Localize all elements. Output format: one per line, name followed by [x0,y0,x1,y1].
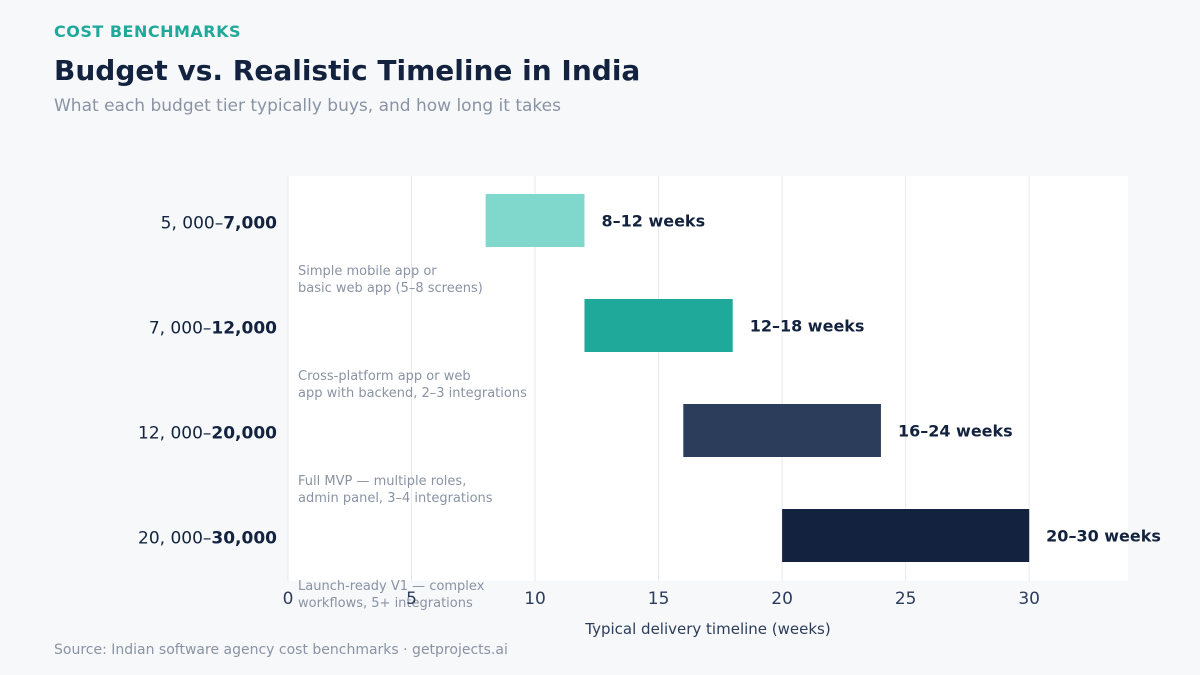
tier-description-line: workflows, 5+ integrations [298,596,473,611]
bars-group: 8–12 weeks 5, 000–7,000 Simple mobile app … [138,194,1161,611]
gridlines [287,176,1030,581]
timeline-bar [782,509,1030,562]
category-label: 20, 000–30,000 [138,529,277,549]
bar-value-label: 20–30 weeks [1046,527,1161,546]
category-label-bold: 30,000 [211,529,277,549]
category-label-bold: 20,000 [211,424,277,444]
x-tick-label: 20 [771,589,793,609]
tier-description-line: Cross-platform app or web [298,369,471,384]
category-label-bold: 7,000 [223,214,277,234]
tier-description-line: Full MVP — multiple roles, [298,474,466,489]
category-label: 5, 000–7,000 [161,214,278,234]
x-tick-label: 0 [283,589,294,609]
tier-description-line: Simple mobile app or [298,264,437,279]
category-label-pre: 12, 000– [138,424,211,444]
chart-subtitle: What each budget tier typically buys, an… [54,96,561,116]
x-tick-label: 5 [406,589,417,609]
x-tick-label: 30 [1018,589,1040,609]
timeline-bar [584,299,733,352]
bar-value-label: 12–18 weeks [750,317,865,336]
category-label-bold: 12,000 [211,319,277,339]
tier-description-line: Launch-ready V1 — complex [298,579,485,594]
bar-value-label: 16–24 weeks [898,422,1013,441]
timeline-bar [683,404,881,457]
category-label: 12, 000–20,000 [138,424,277,444]
chart-eyebrow: COST BENCHMARKS [54,22,242,41]
x-ticks: 0 5 10 15 20 25 30 [283,589,1040,609]
x-tick-label: 15 [648,589,670,609]
bar-value-label: 8–12 weeks [601,212,705,231]
x-tick-label: 25 [895,589,917,609]
timeline-bar [485,194,585,247]
source-note: Source: Indian software agency cost benc… [54,642,508,658]
x-tick-label: 10 [524,589,546,609]
category-label: 7, 000–12,000 [149,319,277,339]
tier-description-line: admin panel, 3–4 integrations [298,491,493,506]
chart-title: Budget vs. Realistic Timeline in India [54,54,641,87]
category-label-pre: 7, 000– [149,319,212,339]
category-label-pre: 5, 000– [161,214,224,234]
x-axis-label: Typical delivery timeline (weeks) [584,620,830,638]
tier-description-line: app with backend, 2–3 integrations [298,386,527,401]
tier-description-line: basic web app (5–8 screens) [298,281,483,296]
category-label-pre: 20, 000– [138,529,211,549]
